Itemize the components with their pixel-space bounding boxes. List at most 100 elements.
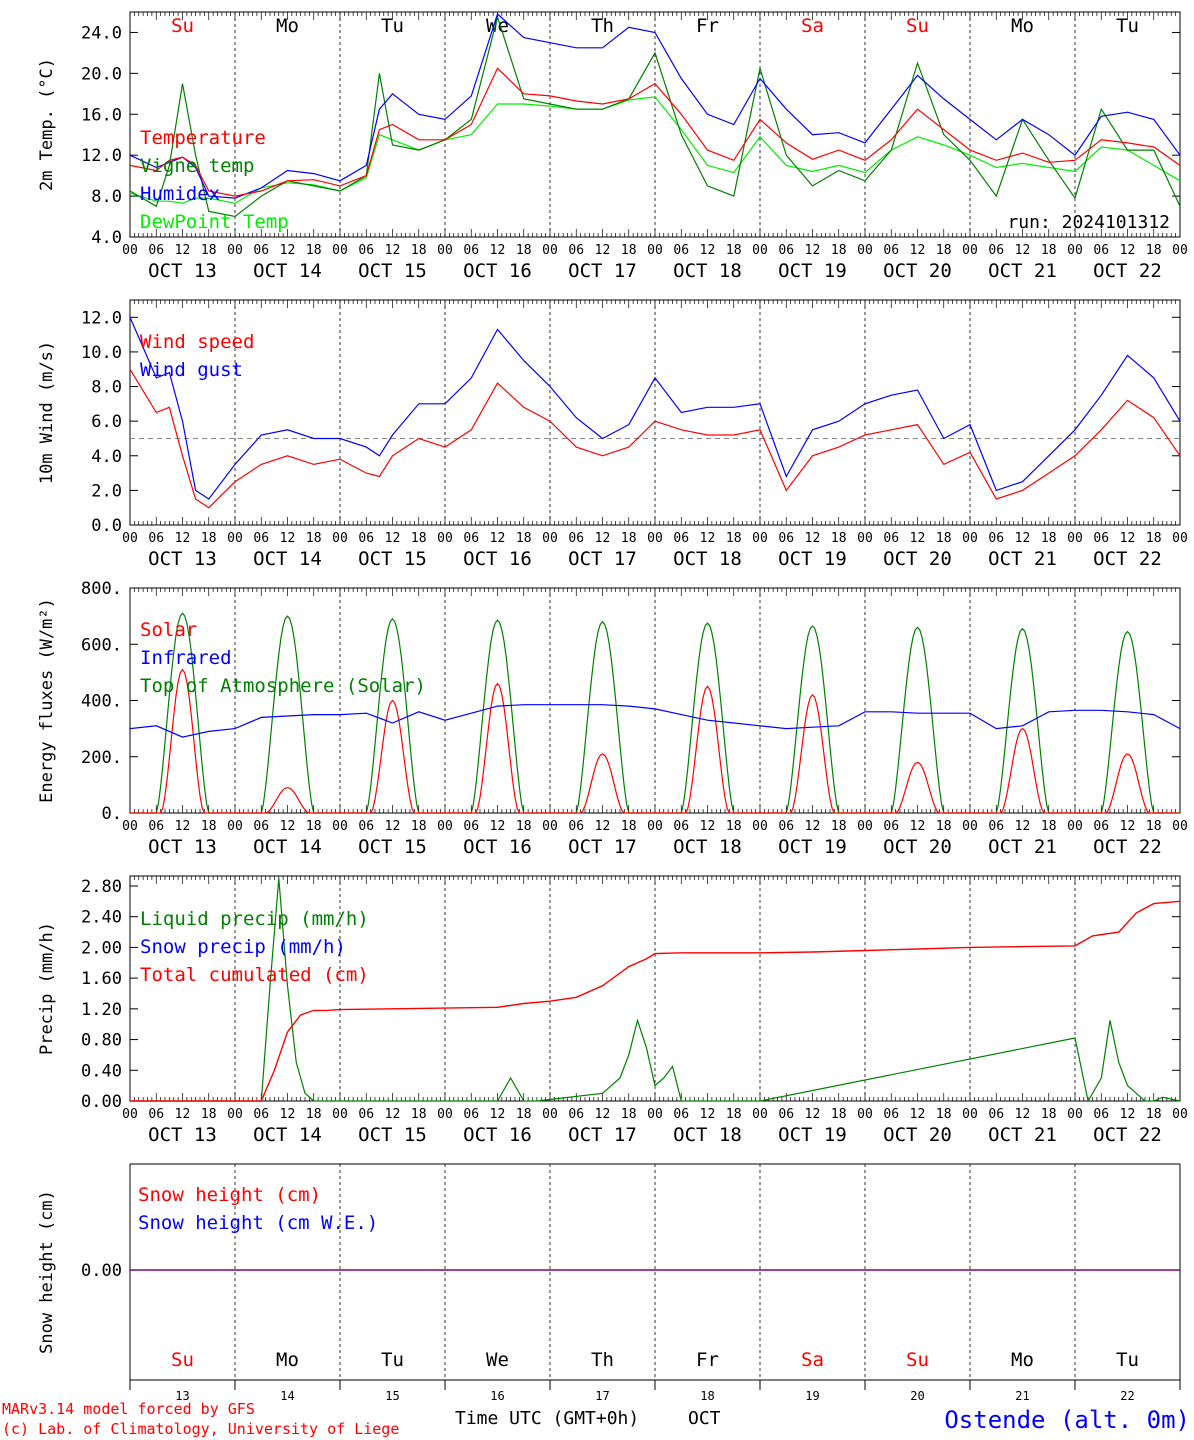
date-label: OCT 15 <box>358 260 427 282</box>
hour-tick-label: 00 <box>332 819 348 834</box>
date-label: OCT 17 <box>568 548 637 570</box>
hour-tick-label: 00 <box>857 819 873 834</box>
date-label: OCT 18 <box>673 260 742 282</box>
date-label: OCT 18 <box>673 548 742 570</box>
date-label: OCT 17 <box>568 836 637 858</box>
weekday-label: Th <box>591 15 614 37</box>
series-blue-line <box>129 317 1181 500</box>
hour-tick-label: 12 <box>805 243 821 258</box>
weekday-label: Su <box>171 15 194 37</box>
date-label: OCT 22 <box>1093 1124 1162 1146</box>
weekday-label: Mo <box>276 15 299 37</box>
hour-tick-label: 12 <box>280 1107 296 1122</box>
snow-panel: 0.00 Snow height (cm) Snow height (cm) Snow… <box>37 1163 1181 1403</box>
hour-tick-label: 18 <box>936 819 952 834</box>
weekday-label: Fr <box>696 15 719 37</box>
date-label: OCT 13 <box>148 260 217 282</box>
hour-tick-label: 06 <box>358 531 374 546</box>
date-label: OCT 19 <box>778 836 847 858</box>
hour-tick-label: 12 <box>805 531 821 546</box>
weekday-label: Fr <box>696 1349 719 1371</box>
day-number-label: 15 <box>385 1389 399 1403</box>
day-number-label: 20 <box>910 1389 924 1403</box>
hour-tick-label: 06 <box>463 531 479 546</box>
hour-tick-label: 00 <box>542 1107 558 1122</box>
hour-tick-label: 12 <box>385 531 401 546</box>
hour-tick-label: 12 <box>910 1107 926 1122</box>
hour-tick-label: 00 <box>752 1107 768 1122</box>
date-label: OCT 13 <box>148 836 217 858</box>
hour-tick-label: 00 <box>332 1107 348 1122</box>
hour-tick-label: 06 <box>1093 1107 1109 1122</box>
legend-entry: Humidex <box>140 183 220 205</box>
hour-tick-label: 18 <box>306 243 322 258</box>
hour-tick-label: 18 <box>726 819 742 834</box>
hour-tick-label: 00 <box>1172 819 1188 834</box>
footer-model: MARv3.14 model forced by GFS <box>2 1400 255 1418</box>
energy-panel: 0. 200. 400. 600. 800. Energy fluxes (W/m²) So… <box>37 579 1188 858</box>
x-axis-label: Time UTC (GMT+0h) <box>455 1408 639 1429</box>
hour-tick-label: 06 <box>358 243 374 258</box>
hour-tick-label: 18 <box>1146 819 1162 834</box>
hour-tick-label: 18 <box>726 243 742 258</box>
y-tick-label: 10.0 <box>81 343 122 363</box>
y-tick-label: 400. <box>81 692 122 712</box>
y-axis-label: Snow height (cm) <box>37 1190 57 1354</box>
date-label: OCT 15 <box>358 1124 427 1146</box>
date-label: OCT 17 <box>568 260 637 282</box>
hour-tick-label: 06 <box>148 819 164 834</box>
hour-tick-label: 06 <box>568 243 584 258</box>
weekday-label: Su <box>171 1349 194 1371</box>
series-red-line <box>129 368 1181 509</box>
hour-tick-label: 00 <box>227 531 243 546</box>
hour-tick-label: 12 <box>910 531 926 546</box>
hour-tick-label: 00 <box>1172 1107 1188 1122</box>
hour-tick-label: 12 <box>1015 243 1031 258</box>
hour-tick-label: 12 <box>385 819 401 834</box>
hour-tick-label: 12 <box>1015 1107 1031 1122</box>
hour-tick-label: 06 <box>778 819 794 834</box>
hour-tick-label: 12 <box>1015 819 1031 834</box>
hour-tick-label: 00 <box>1067 531 1083 546</box>
hour-tick-label: 06 <box>673 819 689 834</box>
hour-tick-label: 12 <box>175 531 191 546</box>
day-number-label: 14 <box>280 1389 294 1403</box>
date-label: OCT 20 <box>883 1124 952 1146</box>
temperature-panel: 4.0 8.0 12.0 16.0 20.0 24.0 2m Temp. (°C) Su Mo T… <box>37 11 1188 282</box>
hour-tick-label: 18 <box>516 1107 532 1122</box>
hour-tick-label: 06 <box>988 243 1004 258</box>
legend-entry: DewPoint Temp <box>140 211 289 233</box>
date-label: OCT 20 <box>883 260 952 282</box>
y-tick-label: 20.0 <box>81 64 122 84</box>
date-label: OCT 18 <box>673 1124 742 1146</box>
weekday-label: Su <box>906 1349 929 1371</box>
hour-tick-label: 18 <box>1041 531 1057 546</box>
y-tick-label: 2.40 <box>81 908 122 928</box>
day-number-label: 21 <box>1015 1389 1029 1403</box>
hour-tick-label: 12 <box>175 1107 191 1122</box>
hour-tick-label: 18 <box>726 531 742 546</box>
hour-tick-label: 18 <box>201 531 217 546</box>
y-tick-label: 4.0 <box>91 228 122 248</box>
y-tick-label: 6.0 <box>91 412 122 432</box>
hour-tick-label: 00 <box>122 819 138 834</box>
hour-tick-label: 18 <box>411 1107 427 1122</box>
hour-tick-label: 00 <box>332 243 348 258</box>
hour-tick-label: 06 <box>883 1107 899 1122</box>
hour-tick-label: 06 <box>253 531 269 546</box>
hour-tick-label: 12 <box>385 243 401 258</box>
y-tick-label: 800. <box>81 579 122 599</box>
hour-tick-label: 18 <box>831 819 847 834</box>
hour-tick-label: 12 <box>805 1107 821 1122</box>
hour-tick-label: 00 <box>1172 531 1188 546</box>
hour-tick-label: 18 <box>516 531 532 546</box>
hour-tick-label: 06 <box>883 243 899 258</box>
weekday-label: Sa <box>801 1349 824 1371</box>
hour-tick-label: 12 <box>700 819 716 834</box>
legend-entry: Total cumulated (cm) <box>140 964 369 986</box>
hour-tick-label: 12 <box>1120 243 1136 258</box>
weekday-label: Tu <box>381 15 404 37</box>
y-tick-label: 4.0 <box>91 447 122 467</box>
date-label: OCT 13 <box>148 548 217 570</box>
legend-entry: Snow height (cm) <box>138 1184 321 1206</box>
